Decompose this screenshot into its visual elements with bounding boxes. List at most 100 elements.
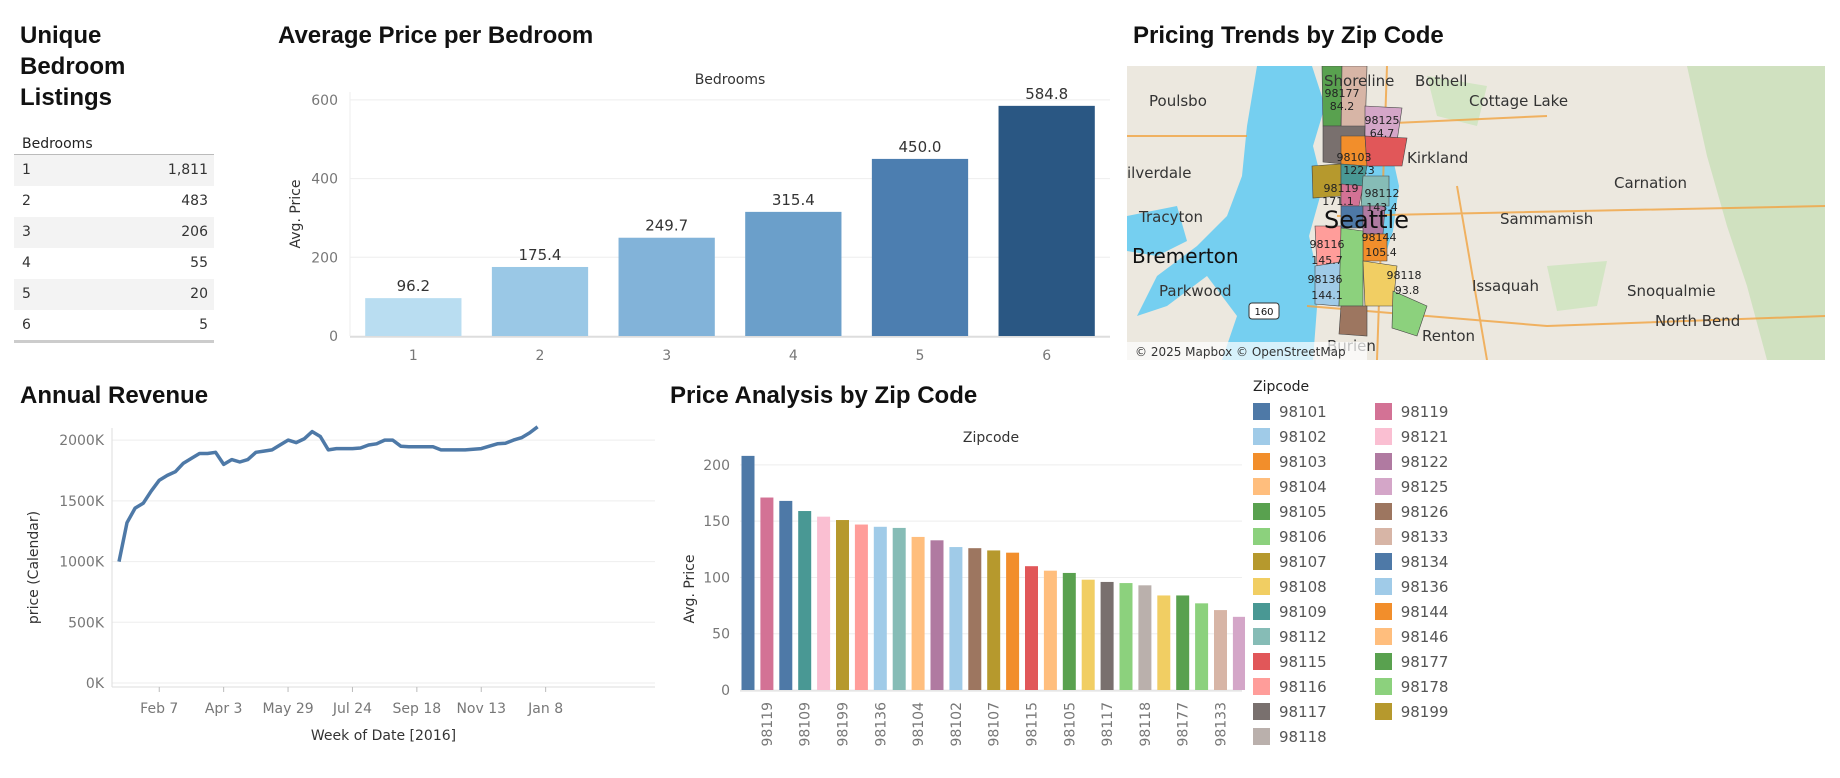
legend-item[interactable]: 98122 xyxy=(1374,449,1449,474)
x-tick-label: 98133 xyxy=(1214,702,1230,747)
legend-item[interactable]: 98109 xyxy=(1253,599,1327,624)
place-seattle: Seattle xyxy=(1324,206,1409,234)
legend-item[interactable]: 98115 xyxy=(1253,649,1327,674)
legend-item[interactable]: 98119 xyxy=(1374,399,1448,424)
x-tick-label: May 29 xyxy=(262,701,313,717)
bar xyxy=(618,237,715,336)
legend-label: 98105 xyxy=(1279,502,1327,521)
legend-swatch xyxy=(1374,403,1392,420)
legend-column: 98119 98121 98122 98125 98126 98133 98134 98136… xyxy=(1374,399,1449,749)
bar xyxy=(1119,583,1133,690)
zipcode-legend: Zipcode 98101 98102 98103 98104 98105 98106 98… xyxy=(1253,379,1448,749)
legend-swatch xyxy=(1374,453,1392,470)
table-row[interactable]: 1 1,811 xyxy=(14,155,214,186)
legend-swatch xyxy=(1374,528,1392,545)
legend-item[interactable]: 98133 xyxy=(1374,524,1448,549)
legend-item[interactable]: 98199 xyxy=(1374,699,1448,724)
map-zip-label: 98177 xyxy=(1325,87,1360,100)
legend-label: 98177 xyxy=(1400,652,1449,671)
place-sammamish: Sammamish xyxy=(1500,210,1593,228)
chart-header: Zipcode xyxy=(963,430,1019,446)
legend-item[interactable]: 98108 xyxy=(1253,574,1327,599)
legend-swatch xyxy=(1374,503,1392,520)
bar xyxy=(1157,595,1171,690)
legend-item[interactable]: 98116 xyxy=(1253,674,1327,699)
place-poulsbo: Poulsbo xyxy=(1149,92,1207,110)
map-zip-label: 98116 xyxy=(1310,238,1345,251)
legend-item[interactable]: 98178 xyxy=(1374,674,1448,699)
legend-item[interactable]: 98101 xyxy=(1253,399,1327,424)
table-row[interactable]: 2 483 xyxy=(14,186,214,217)
bar xyxy=(779,500,793,690)
x-tick-label: Jan 8 xyxy=(527,701,563,717)
svg-text:160: 160 xyxy=(1254,307,1273,318)
count-cell: 1,811 xyxy=(167,162,208,178)
price-analysis-chart: Zipcode 0 50 100 150 200 Avg. Price 98119 98109 9… xyxy=(682,430,1245,747)
legend-item[interactable]: 98118 xyxy=(1253,724,1327,749)
legend-swatch xyxy=(1253,578,1270,595)
legend-item[interactable]: 98144 xyxy=(1374,599,1448,624)
place-renton: Renton xyxy=(1422,327,1475,345)
legend-swatch xyxy=(1374,653,1392,670)
legend-item[interactable]: 98126 xyxy=(1374,499,1448,524)
map-zip-value: 143.4 xyxy=(1366,201,1398,214)
legend-swatch xyxy=(1253,703,1270,720)
data-label: 175.4 xyxy=(519,246,562,264)
legend-item[interactable]: 98104 xyxy=(1253,474,1327,499)
legend-swatch xyxy=(1253,728,1270,745)
y-tick-label: 600 xyxy=(311,93,338,109)
table-row[interactable]: 4 55 xyxy=(14,248,214,279)
price-analysis-title: Price Analysis by Zip Code xyxy=(670,382,978,409)
count-cell: 55 xyxy=(190,255,208,271)
table-scrollbar[interactable] xyxy=(14,340,214,343)
map-zip-label: 98144 xyxy=(1362,231,1397,244)
pricing-map[interactable]: Shoreline Bothell Poulsbo Cottage Lake K… xyxy=(1127,66,1825,360)
bedrooms-cell: 1 xyxy=(22,162,31,178)
legend-item[interactable]: 98125 xyxy=(1374,474,1449,499)
bar xyxy=(798,511,812,690)
data-label: 315.4 xyxy=(772,191,815,209)
zip-regions[interactable] xyxy=(1311,66,1428,337)
legend-item[interactable]: 98102 xyxy=(1253,424,1327,449)
annual-revenue-title: Annual Revenue xyxy=(20,382,209,409)
y-axis-label: Avg. Price xyxy=(682,555,698,624)
table-row[interactable]: 5 20 xyxy=(14,279,214,310)
legend-label: 98122 xyxy=(1400,452,1449,471)
bedroom-listings-title-line3: Listings xyxy=(20,84,113,111)
legend-item[interactable]: 98103 xyxy=(1253,449,1327,474)
legend-item[interactable]: 98105 xyxy=(1253,499,1327,524)
legend-label: 98125 xyxy=(1400,477,1449,496)
legend-label: 98107 xyxy=(1279,552,1327,571)
legend-title: Zipcode xyxy=(1253,379,1310,395)
legend-label: 98109 xyxy=(1279,602,1327,621)
table-row[interactable]: 3 206 xyxy=(14,217,214,248)
legend-item[interactable]: 98106 xyxy=(1253,524,1327,549)
legend-item[interactable]: 98136 xyxy=(1374,574,1448,599)
bar xyxy=(987,550,1001,690)
legend-item[interactable]: 98134 xyxy=(1374,549,1449,574)
bar xyxy=(1100,581,1114,690)
legend-item[interactable]: 98177 xyxy=(1374,649,1449,674)
map-attribution[interactable]: © 2025 Mapbox © OpenStreetMap xyxy=(1135,345,1346,359)
map-zip-label: 98136 xyxy=(1308,273,1343,286)
place-north-bend: North Bend xyxy=(1655,312,1740,330)
legend-item[interactable]: 98107 xyxy=(1253,549,1327,574)
y-tick-label: 0 xyxy=(721,683,730,699)
map-canvas[interactable]: Shoreline Bothell Poulsbo Cottage Lake K… xyxy=(1127,66,1825,360)
legend-item[interactable]: 98112 xyxy=(1253,624,1327,649)
legend-swatch xyxy=(1374,603,1392,620)
x-tick-label: 98104 xyxy=(911,702,927,747)
legend-item[interactable]: 98117 xyxy=(1253,699,1327,724)
x-tick-label: 98102 xyxy=(949,702,965,747)
place-issaquah: Issaquah xyxy=(1472,277,1539,295)
x-tick-label: 6 xyxy=(1042,348,1051,364)
x-tick-label: 98119 xyxy=(760,702,776,747)
x-axis-label: Week of Date [2016] xyxy=(311,728,456,744)
legend-item[interactable]: 98121 xyxy=(1374,424,1448,449)
x-tick-label: Feb 7 xyxy=(140,701,178,717)
legend-item[interactable]: 98146 xyxy=(1374,624,1448,649)
legend-label: 98134 xyxy=(1400,552,1449,571)
